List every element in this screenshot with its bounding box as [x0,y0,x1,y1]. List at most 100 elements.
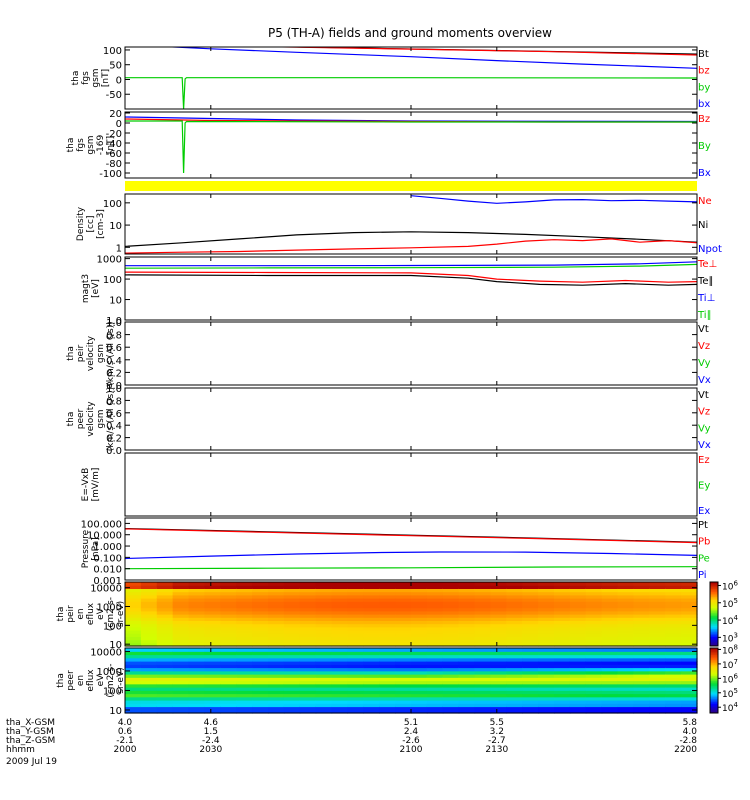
spectrogram-cell [442,620,460,625]
spectrogram-cell [665,674,682,678]
spectrogram-cell [665,709,682,714]
spectrogram-cell [633,639,650,644]
spectrogram-cell [347,687,364,691]
spectrogram-cell [442,588,460,593]
spectrogram-cell [538,661,555,665]
spectrogram-cell [299,626,317,631]
legend-Vt: Vt [698,324,709,335]
colorbar-segment [710,642,718,645]
spectrogram-cell [220,648,237,652]
spectrogram-cell [156,591,174,596]
spectrogram-cell [633,674,650,678]
spectrogram-cell [442,693,460,698]
spectrogram-cell [363,683,380,688]
spectrogram-cell [426,617,444,621]
y-tick-label: 0.010 [93,565,122,576]
spectrogram-cell [649,709,666,714]
spectrogram-cell [601,607,619,612]
panel-2-ylabel: tha fgs gsm -169 [nT] [66,135,116,156]
spectrogram-cell [347,626,364,631]
ylabel-line: sr-eV) [116,667,126,693]
spectrogram-cell [411,610,428,615]
spectrogram-cell [458,617,476,621]
spectrogram-cell [379,654,396,659]
spectrogram-cell [649,594,666,599]
spectrogram-cell [172,709,190,714]
spectrogram-cell [156,687,174,691]
spectrogram-cell [283,582,301,586]
spectrogram-cell [538,639,555,644]
spectrogram-cell [554,623,571,628]
colorbar-segment [710,628,718,631]
spectrogram-cell [569,709,587,714]
spectrogram-cell [411,626,428,631]
spectrogram-cell [601,630,619,634]
ylabel-line: (cm2-s- [106,597,116,631]
spectrogram-cell [490,706,507,711]
spectrogram-cell [474,636,492,641]
spectrogram-cell [140,601,158,605]
spectrogram-cell [490,654,507,659]
spectrogram-cell [204,598,221,602]
spectrogram-cell [268,617,285,621]
spectrogram-cell [156,709,174,714]
spectrogram-cell [411,670,428,675]
spectrogram-cell [315,642,333,647]
spectrogram-cell [474,614,492,618]
spectrogram-cell [347,657,364,662]
spectrogram-cell [379,680,396,685]
spectrogram-cell [172,582,190,586]
spectrogram-cell [426,630,444,634]
spectrogram-cell [204,585,221,589]
spectrogram-cell [236,623,253,628]
spectrogram-cell [617,674,635,678]
spectrogram-cell [236,588,253,593]
spectrogram-cell [506,601,523,605]
ylabel-line: peir [66,605,76,623]
colorbar-segment [710,622,718,625]
spectrogram-cell [331,648,349,652]
spectrogram-cell [411,623,428,628]
spectrogram-cell [617,706,635,711]
spectrogram-cell [522,651,539,656]
spectrogram-cell [506,690,523,695]
spectrogram-cell [268,674,285,678]
spectrogram-cell [125,630,142,634]
spectrogram-cell [331,626,349,631]
spectrogram-cell [252,591,269,596]
spectrogram-cell [554,674,571,678]
spectrogram-cell [601,620,619,625]
legend-Pe: Pe [698,553,710,564]
spectrogram-cell [411,651,428,656]
y-tick-label: 1000 [97,603,122,614]
spectrogram-cell [458,690,476,695]
spectrogram-cell [665,642,682,647]
spectrogram-cell [268,687,285,691]
spectrogram-cell [569,588,587,593]
spectrogram-cell [601,648,619,652]
spectrogram-cell [554,620,571,625]
spectrogram-cell [220,642,237,647]
spectrogram-cell [188,674,206,678]
spectrogram-cell [252,633,269,637]
colorbar-segment [710,677,718,680]
spectrogram-cell [220,661,237,665]
spectrogram-cell [140,664,158,669]
spectrogram-cell [172,657,190,662]
spectrogram-cell [363,648,380,652]
spectrogram-cell [315,674,333,678]
spectrogram-cell [331,610,349,615]
spectrogram-cell [172,700,190,704]
spectrogram-cell [617,604,635,609]
spectrogram-cell [299,670,317,675]
colorbar-segment [710,590,718,593]
colorbar-segment [710,674,718,677]
spectrogram-cell [268,582,285,586]
spectrogram-cell [649,626,666,631]
spectrogram-cell [220,677,237,682]
spectrogram-cell [633,651,650,656]
spectrogram-cell [665,639,682,644]
spectrogram-cell [569,687,587,691]
spectrogram-cell [347,703,364,708]
spectrogram-cell [283,623,301,628]
